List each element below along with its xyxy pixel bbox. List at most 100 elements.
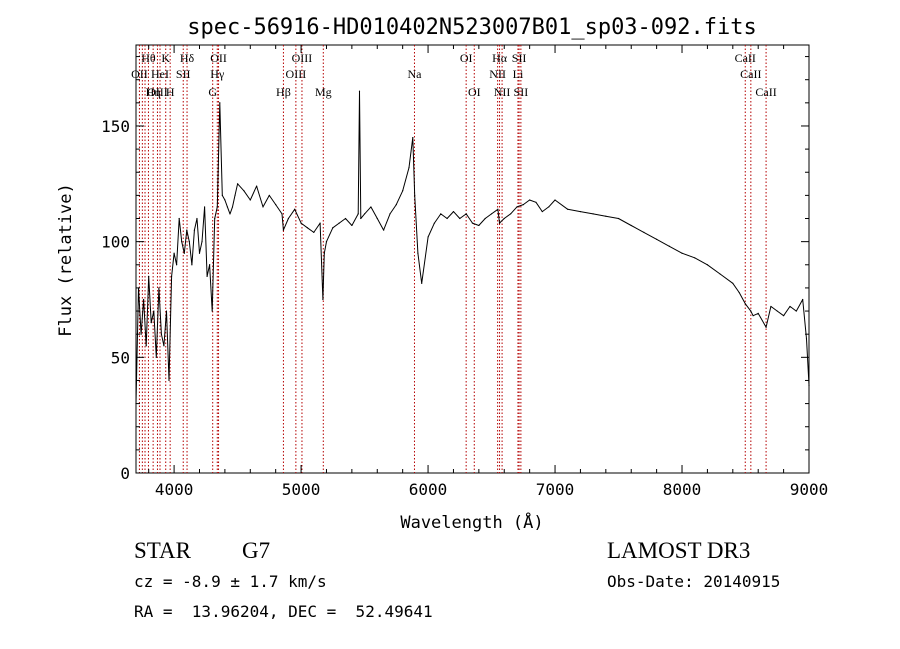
spectrum-point xyxy=(414,194,416,196)
spectrum-point xyxy=(140,333,142,335)
line-label: K xyxy=(161,51,170,65)
spectrum-point xyxy=(191,264,193,266)
spectrum-point xyxy=(282,229,285,231)
spectrum-point xyxy=(211,310,213,312)
line-label: OIII xyxy=(292,51,313,65)
spectrum-point xyxy=(287,217,289,220)
spectrum-point xyxy=(490,213,493,215)
spectrum-point xyxy=(332,227,334,229)
spectrum-point xyxy=(168,379,170,382)
spectrum-point xyxy=(201,241,203,243)
spectrum-point xyxy=(193,229,196,231)
spectrum-point xyxy=(370,206,372,208)
x-tick-label: 6000 xyxy=(409,480,448,499)
spectrum-point xyxy=(459,217,461,220)
spectrum-point xyxy=(150,322,152,324)
x-tick-label: 7000 xyxy=(536,480,575,499)
spectral-line-markers xyxy=(138,45,767,473)
spectrum-point xyxy=(776,310,778,312)
spectrum-point xyxy=(522,204,524,206)
spectrum-point xyxy=(805,338,808,340)
spectrum-point xyxy=(351,224,353,227)
spectrum-point xyxy=(446,217,448,220)
spectrum-point xyxy=(498,222,501,224)
spectrum-point xyxy=(795,310,797,312)
spectrum-point xyxy=(243,190,245,192)
obs-date: Obs-Date: 20140915 xyxy=(607,572,781,591)
spectrum-point xyxy=(313,231,315,233)
spectrum-point xyxy=(541,210,543,213)
object-class: STAR xyxy=(134,538,191,563)
spectrum-point xyxy=(738,291,740,294)
line-label: SII xyxy=(512,51,527,65)
spectrum-point xyxy=(155,356,157,358)
spectrum-point xyxy=(234,194,236,196)
spectrum-point xyxy=(214,217,216,220)
spectrum-point xyxy=(224,199,226,201)
x-tick-label: 9000 xyxy=(790,480,829,499)
line-label: NII xyxy=(494,85,511,99)
spectrum-point xyxy=(548,206,550,208)
redshift-readout: cz = -8.9 ± 1.7 km/s xyxy=(134,572,327,591)
spectrum-point xyxy=(402,190,404,192)
line-label: Hη xyxy=(146,85,161,99)
line-label: Hδ xyxy=(180,51,195,65)
spectrum-point xyxy=(275,204,277,206)
spectrum-point xyxy=(630,224,632,227)
plot-frame xyxy=(135,44,810,474)
spectrum-point xyxy=(145,345,147,347)
line-label: CaII xyxy=(735,51,756,65)
y-tick-label: 50 xyxy=(111,348,130,367)
spectrum-point xyxy=(143,298,145,301)
spectrum-point xyxy=(153,310,155,312)
x-tick-label: 8000 xyxy=(663,480,702,499)
line-label: HeI xyxy=(151,67,169,81)
spectrum-point xyxy=(757,312,759,314)
spectrum-point xyxy=(226,206,229,208)
line-label: OI xyxy=(468,85,481,99)
spectrum-point xyxy=(158,287,160,289)
chart-title: spec-56916-HD010402N523007B01_sp03-092.f… xyxy=(187,15,757,40)
line-label: OII xyxy=(210,51,227,65)
spectrum-point xyxy=(389,213,391,215)
spectrum-point xyxy=(750,310,752,312)
spectrum-point xyxy=(165,310,168,312)
line-label: SII xyxy=(514,85,529,99)
spectrum-point xyxy=(268,194,270,196)
spectrum-point xyxy=(783,315,785,317)
spectrum-series xyxy=(135,90,810,405)
spectrum-point xyxy=(789,305,791,308)
spectrum-point xyxy=(509,213,512,215)
spectrum-point xyxy=(592,213,594,215)
spectrum-point xyxy=(765,326,767,328)
spectrum-point xyxy=(376,217,378,220)
line-label: CaII xyxy=(740,67,761,81)
spectrum-point xyxy=(535,201,537,203)
spectrum-point xyxy=(181,241,183,243)
line-label: CaII xyxy=(755,85,776,99)
spectrum-point xyxy=(256,185,258,187)
line-label: NII xyxy=(489,67,506,81)
spectrum-point xyxy=(808,384,810,386)
spectrum-point xyxy=(752,315,754,317)
spectrum-point xyxy=(412,136,414,139)
spectrum-point xyxy=(219,102,221,104)
y-axis-label: Flux (relative) xyxy=(56,183,76,337)
spectrum-point xyxy=(567,208,569,210)
y-tick-label: 0 xyxy=(120,464,130,483)
spectrum-point xyxy=(440,213,442,215)
coordinates-readout: RA = 13.96204, DEC = 52.49641 xyxy=(134,602,433,621)
spectrum-point xyxy=(325,241,328,243)
spectrum-point xyxy=(497,208,499,210)
line-label: SII xyxy=(176,67,191,81)
spectrum-point xyxy=(503,217,505,220)
line-label: Hα xyxy=(492,51,508,65)
spectrum-point xyxy=(395,204,397,206)
spectrum-point xyxy=(408,167,410,169)
spectrum-point xyxy=(160,333,162,335)
line-label: G xyxy=(208,85,217,99)
spectrum-point xyxy=(323,252,325,254)
axes: 4000 5000 6000 7000 8000 9000 0 50 100 150 xyxy=(101,45,828,499)
y-tick-label: 150 xyxy=(101,117,130,136)
